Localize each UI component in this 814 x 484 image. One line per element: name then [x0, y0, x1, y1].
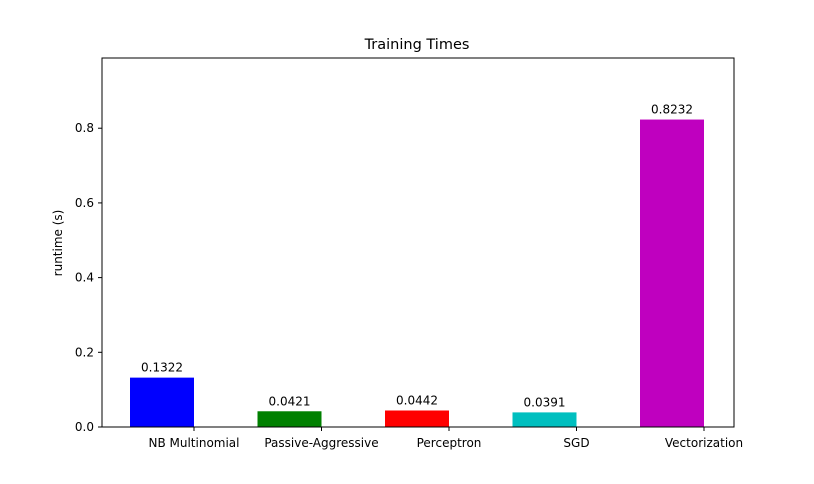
y-tick-label-2: 0.4 — [75, 271, 94, 285]
bar-0 — [130, 377, 194, 427]
bar-2 — [385, 410, 449, 427]
value-labels: 0.1322 0.0421 0.0442 0.0391 0.8232 — [141, 103, 693, 410]
x-tick-label-4: Vectorization — [665, 436, 743, 450]
y-tick-label-0: 0.0 — [75, 420, 94, 434]
y-tick-label-3: 0.6 — [75, 196, 94, 210]
bar-value-label-3: 0.0391 — [524, 395, 566, 409]
x-tick-label-1: Passive-Aggressive — [264, 436, 378, 450]
bars — [130, 119, 704, 427]
y-axis-label: runtime (s) — [51, 210, 65, 277]
bar-value-label-2: 0.0442 — [396, 393, 438, 407]
chart-title: Training Times — [364, 37, 470, 53]
x-tick-label-0: NB Multinomial — [148, 436, 239, 450]
y-tick-label-1: 0.2 — [75, 345, 94, 359]
bar-value-label-1: 0.0421 — [269, 394, 311, 408]
x-ticks: NB Multinomial Passive-Aggressive Perceptr… — [148, 427, 743, 450]
bar-value-label-4: 0.8232 — [651, 103, 693, 117]
bar-3 — [512, 412, 577, 427]
bar-4 — [640, 119, 704, 427]
y-tick-label-4: 0.8 — [75, 121, 94, 135]
bar-1 — [257, 411, 322, 427]
bar-value-label-0: 0.1322 — [141, 361, 183, 375]
x-tick-label-3: SGD — [563, 436, 589, 450]
plot-frame — [101, 57, 735, 428]
x-tick-label-2: Perceptron — [417, 436, 482, 450]
y-ticks: 0.0 0.2 0.4 0.6 0.8 — [75, 121, 102, 434]
